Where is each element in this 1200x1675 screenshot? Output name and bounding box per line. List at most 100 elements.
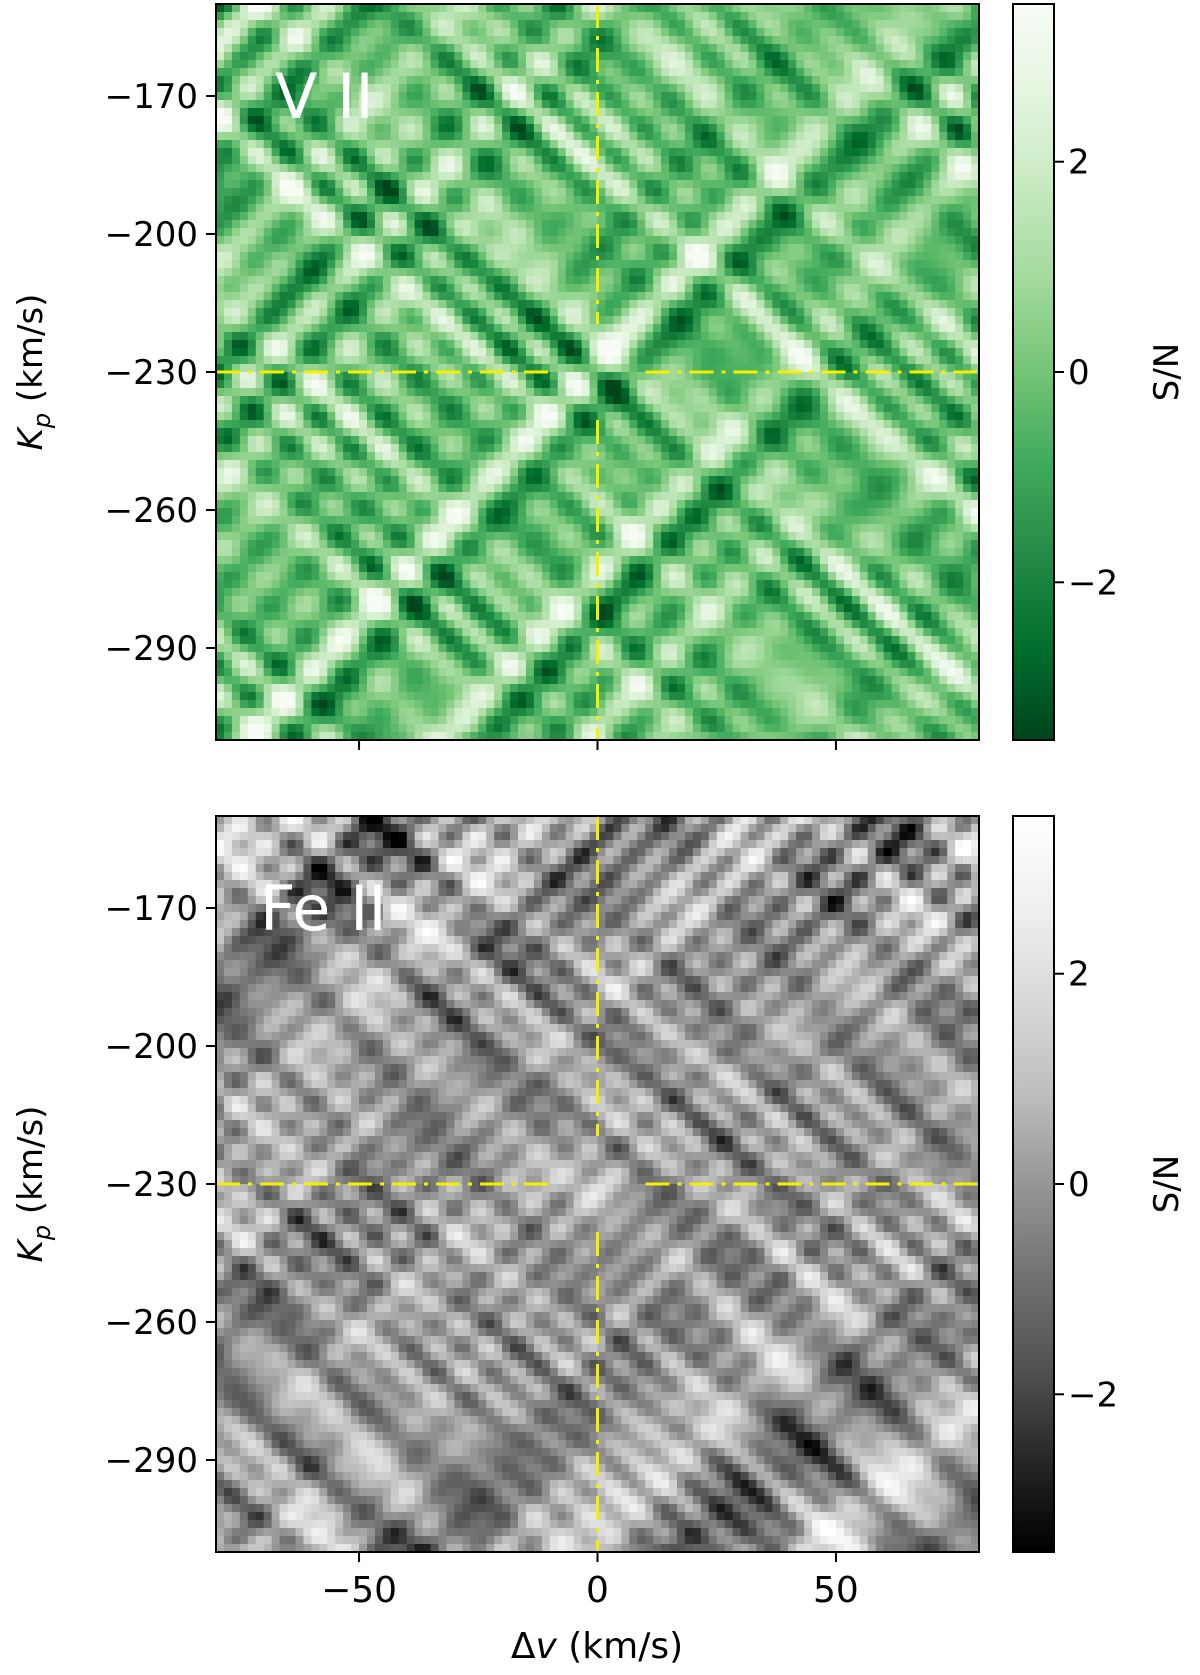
heatmap-cell (676, 124, 686, 133)
heatmap-cell (287, 292, 297, 301)
heatmap-cell (804, 12, 813, 21)
heatmap-cell (223, 420, 233, 429)
heatmap-cell (788, 412, 797, 421)
heatmap-cell (835, 260, 845, 269)
heatmap-cell (223, 148, 233, 157)
heatmap-cell (494, 412, 503, 421)
heatmap-cell (891, 372, 901, 381)
heatmap-cell (676, 68, 686, 77)
heatmap-cell (359, 268, 368, 277)
heatmap-cell (263, 84, 273, 93)
heatmap-cell (462, 84, 471, 93)
heatmap-cell (684, 68, 694, 77)
heatmap-cell (351, 244, 360, 253)
heatmap-cell (748, 244, 758, 253)
heatmap-cell (891, 52, 901, 61)
heatmap-cell (669, 340, 678, 349)
heatmap-cell (605, 212, 614, 221)
heatmap-cell (915, 236, 924, 245)
heatmap-cell (907, 292, 917, 301)
heatmap-cell (716, 292, 726, 301)
heatmap-cell (319, 356, 328, 365)
heatmap-cell (390, 196, 400, 205)
heatmap-cell (772, 316, 781, 325)
heatmap-cell (597, 92, 607, 101)
heatmap-cell (390, 204, 400, 213)
heatmap-cell (669, 244, 678, 253)
heatmap-cell (494, 84, 503, 93)
heatmap-cell (367, 340, 376, 349)
heatmap-cell (367, 68, 376, 77)
heatmap-cell (541, 316, 551, 325)
heatmap-cell (939, 332, 948, 341)
heatmap-cell (732, 300, 742, 309)
heatmap-cell (605, 20, 614, 29)
heatmap-cell (382, 68, 392, 77)
heatmap-cell (430, 28, 440, 37)
heatmap-cell (549, 252, 559, 261)
heatmap-cell (597, 284, 607, 293)
heatmap-cell (724, 244, 734, 253)
heatmap-cell (573, 156, 583, 165)
heatmap-cell (359, 116, 368, 125)
heatmap-cell (883, 76, 893, 85)
heatmap-cell (279, 12, 289, 21)
heatmap-cell (883, 172, 893, 181)
heatmap-cell (891, 380, 901, 389)
heatmap-cell (239, 28, 249, 37)
heatmap-cell (645, 252, 654, 261)
heatmap-cell (446, 76, 456, 85)
heatmap-cell (573, 276, 583, 285)
heatmap-cell (669, 52, 678, 61)
heatmap-cell (732, 116, 742, 125)
heatmap-cell (772, 244, 781, 253)
heatmap-cell (796, 404, 805, 413)
heatmap-cell (716, 244, 726, 253)
heatmap-cell (963, 164, 972, 173)
heatmap-cell (239, 324, 249, 333)
heatmap-cell (700, 100, 710, 109)
heatmap-cell (621, 4, 630, 13)
heatmap-cell (247, 60, 257, 69)
heatmap-cell (899, 180, 909, 189)
heatmap-cell (653, 244, 662, 253)
heatmap-cell (963, 76, 972, 85)
heatmap-cell (565, 348, 575, 357)
heatmap-cell (971, 316, 980, 325)
heatmap-cell (343, 348, 352, 357)
heatmap-cell (533, 276, 543, 285)
heatmap-cell (581, 124, 591, 133)
heatmap-cell (367, 132, 376, 141)
heatmap-cell (565, 132, 575, 141)
heatmap-cell (494, 36, 503, 45)
heatmap-cell (335, 156, 344, 165)
heatmap-cell (319, 388, 328, 397)
heatmap-cell (502, 372, 511, 381)
heatmap-cell (907, 12, 917, 21)
heatmap-cell (231, 364, 241, 373)
heatmap-cell (486, 364, 495, 373)
heatmap-cell (406, 220, 416, 229)
heatmap-cell (827, 180, 837, 189)
heatmap-cell (661, 380, 670, 389)
heatmap-cell (454, 292, 463, 301)
heatmap-cell (279, 268, 289, 277)
heatmap-cell (589, 276, 599, 285)
heatmap-cell (740, 148, 750, 157)
heatmap-cell (589, 284, 599, 293)
heatmap-cell (382, 196, 392, 205)
heatmap-cell (708, 196, 718, 205)
heatmap-cell (216, 212, 225, 221)
heatmap-cell (963, 260, 972, 269)
heatmap-cell (716, 252, 726, 261)
heatmap-cell (525, 236, 535, 245)
heatmap-cell (867, 396, 877, 405)
heatmap-cell (390, 20, 400, 29)
heatmap-cell (390, 324, 400, 333)
heatmap-cell (835, 28, 845, 37)
heatmap-cell (947, 300, 956, 309)
heatmap-cell (533, 316, 543, 325)
heatmap-cell (343, 388, 352, 397)
heatmap-cell (422, 332, 432, 341)
